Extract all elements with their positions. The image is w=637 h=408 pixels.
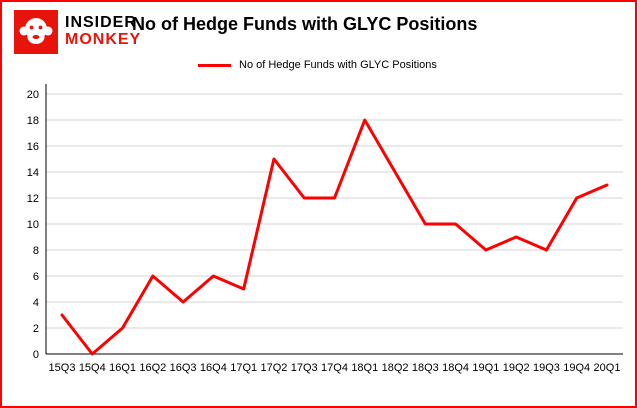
x-tick-label: 18Q4 [442, 362, 469, 374]
y-tick-label: 14 [27, 167, 39, 179]
y-tick-label: 18 [27, 115, 39, 127]
x-tick-label: 19Q2 [503, 362, 530, 374]
y-tick-label: 16 [27, 141, 39, 153]
legend-label: No of Hedge Funds with GLYC Positions [239, 59, 437, 71]
x-tick-label: 17Q2 [260, 362, 287, 374]
x-tick-label: 19Q4 [563, 362, 590, 374]
page-title: No of Hedge Funds with GLYC Positions [132, 14, 478, 34]
line-chart: 0 2 4 6 8 10 12 14 16 18 20 15Q3 15Q4 16Q1 16Q2 16Q3 16Q… [27, 84, 623, 374]
x-tick-label: 16Q2 [139, 362, 166, 374]
x-tick-label: 17Q1 [230, 362, 257, 374]
logo-text-insider: INSIDER [65, 14, 137, 32]
y-tick-label: 6 [33, 271, 39, 283]
x-tick-label: 19Q1 [472, 362, 499, 374]
x-tick-label: 17Q4 [321, 362, 348, 374]
y-tick-label: 20 [27, 89, 39, 101]
logo-text-monkey: MONKEY [65, 31, 142, 48]
x-tick-label: 16Q4 [200, 362, 227, 374]
x-tick-label: 18Q3 [412, 362, 439, 374]
x-tick-label: 19Q3 [533, 362, 560, 374]
x-tick-label: 18Q1 [351, 362, 378, 374]
y-tick-label: 4 [33, 297, 39, 309]
y-tick-label: 10 [27, 219, 39, 231]
insider-monkey-logo: INSIDER MONKEY [14, 10, 141, 54]
y-tick-label: 2 [33, 323, 39, 335]
legend-line-swatch [198, 63, 231, 67]
y-tick-label: 12 [27, 193, 39, 205]
monkey-icon [14, 10, 58, 54]
x-tick-label: 20Q1 [594, 362, 621, 374]
x-tick-label: 15Q3 [49, 362, 76, 374]
y-tick-label: 0 [33, 349, 39, 361]
x-tick-label: 17Q3 [291, 362, 318, 374]
logo-text: INSIDER MONKEY [65, 14, 142, 49]
x-tick-label: 18Q2 [382, 362, 409, 374]
series-line-hedge-funds [60, 118, 609, 356]
x-tick-label: 15Q4 [79, 362, 106, 374]
x-tick-label: 16Q3 [170, 362, 197, 374]
legend: No of Hedge Funds with GLYC Positions [198, 59, 437, 71]
chart-header: INSIDER MONKEY No of Hedge Funds with GL… [2, 2, 635, 80]
y-tick-label: 8 [33, 245, 39, 257]
x-tick-label: 16Q1 [109, 362, 136, 374]
